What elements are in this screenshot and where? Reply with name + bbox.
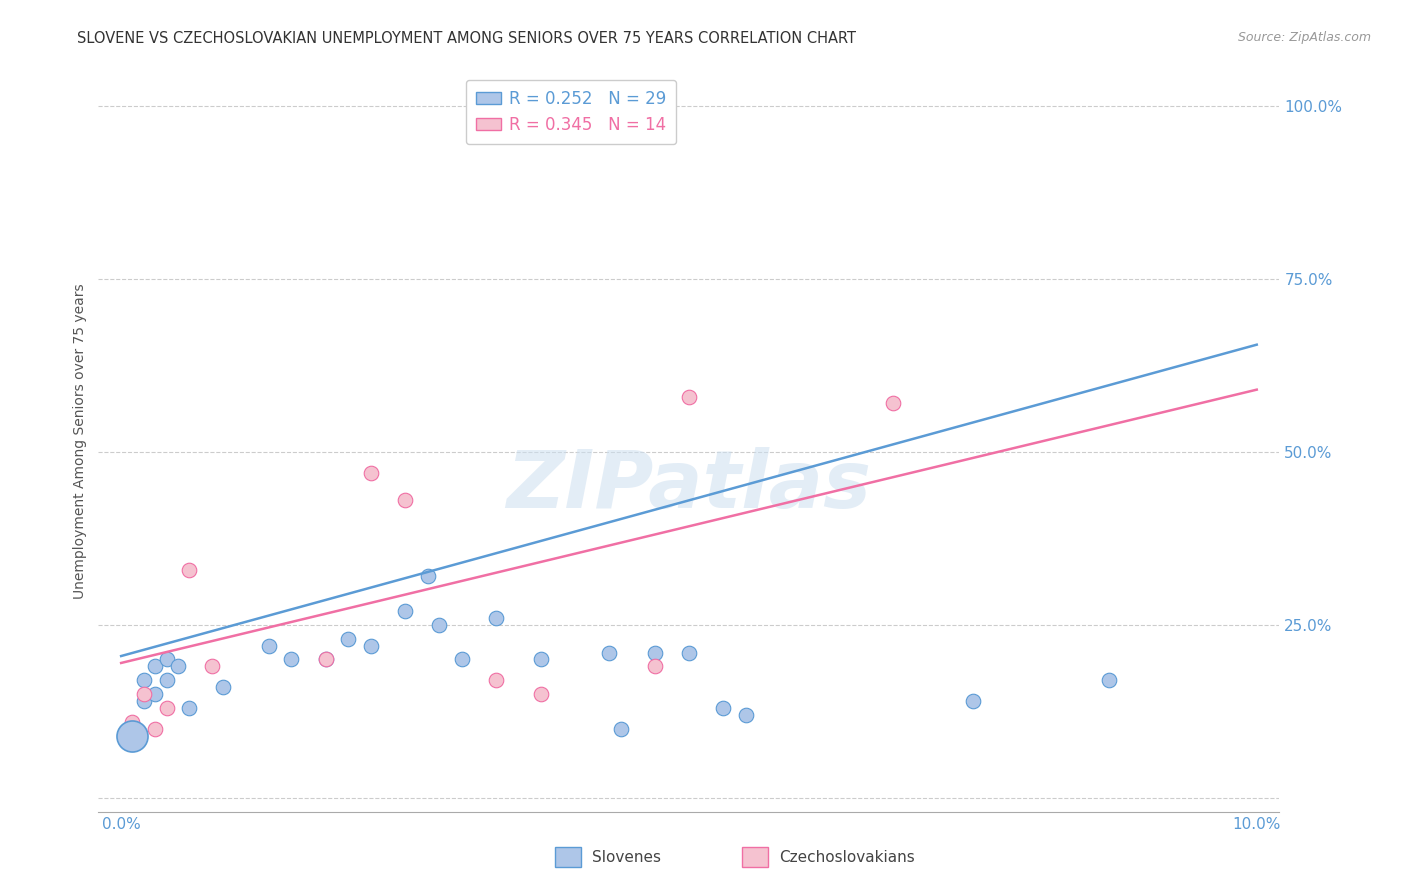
Point <box>711 701 734 715</box>
Point <box>644 659 666 673</box>
Point <box>143 659 166 673</box>
Point <box>394 604 416 618</box>
Point <box>734 707 756 722</box>
Point <box>143 722 166 736</box>
Point <box>179 701 201 715</box>
Point <box>1098 673 1121 688</box>
Point <box>450 652 472 666</box>
Text: Czechoslovakians: Czechoslovakians <box>779 850 915 864</box>
Point <box>121 735 143 749</box>
Point <box>315 652 337 666</box>
Text: SLOVENE VS CZECHOSLOVAKIAN UNEMPLOYMENT AMONG SENIORS OVER 75 YEARS CORRELATION : SLOVENE VS CZECHOSLOVAKIAN UNEMPLOYMENT … <box>77 31 856 46</box>
Legend: R = 0.252   N = 29, R = 0.345   N = 14: R = 0.252 N = 29, R = 0.345 N = 14 <box>465 79 676 144</box>
Point <box>360 466 382 480</box>
Point <box>143 687 166 701</box>
Point <box>121 714 143 729</box>
Point <box>530 687 553 701</box>
Point <box>280 652 302 666</box>
Point <box>882 396 904 410</box>
Point <box>315 652 337 666</box>
FancyBboxPatch shape <box>742 847 768 867</box>
Point <box>485 611 508 625</box>
Point <box>678 646 700 660</box>
Text: Slovenes: Slovenes <box>592 850 661 864</box>
Point <box>212 680 235 694</box>
Point <box>257 639 280 653</box>
Point <box>427 618 450 632</box>
Point <box>644 646 666 660</box>
Point <box>394 493 416 508</box>
Point <box>337 632 360 646</box>
Point <box>485 673 508 688</box>
Point <box>167 659 190 673</box>
Point <box>155 673 177 688</box>
Point <box>201 659 224 673</box>
FancyBboxPatch shape <box>555 847 581 867</box>
Text: Source: ZipAtlas.com: Source: ZipAtlas.com <box>1237 31 1371 45</box>
Point <box>360 639 382 653</box>
Point <box>598 646 620 660</box>
Point <box>155 701 177 715</box>
Point <box>610 722 633 736</box>
Point <box>155 652 177 666</box>
Point <box>678 390 700 404</box>
Point <box>530 652 553 666</box>
Point <box>121 729 143 743</box>
Text: ZIPatlas: ZIPatlas <box>506 447 872 525</box>
Y-axis label: Unemployment Among Seniors over 75 years: Unemployment Among Seniors over 75 years <box>73 284 87 599</box>
Point <box>132 687 155 701</box>
Point <box>132 694 155 708</box>
Point <box>962 694 984 708</box>
Point <box>416 569 439 583</box>
Point <box>179 563 201 577</box>
Point <box>132 673 155 688</box>
